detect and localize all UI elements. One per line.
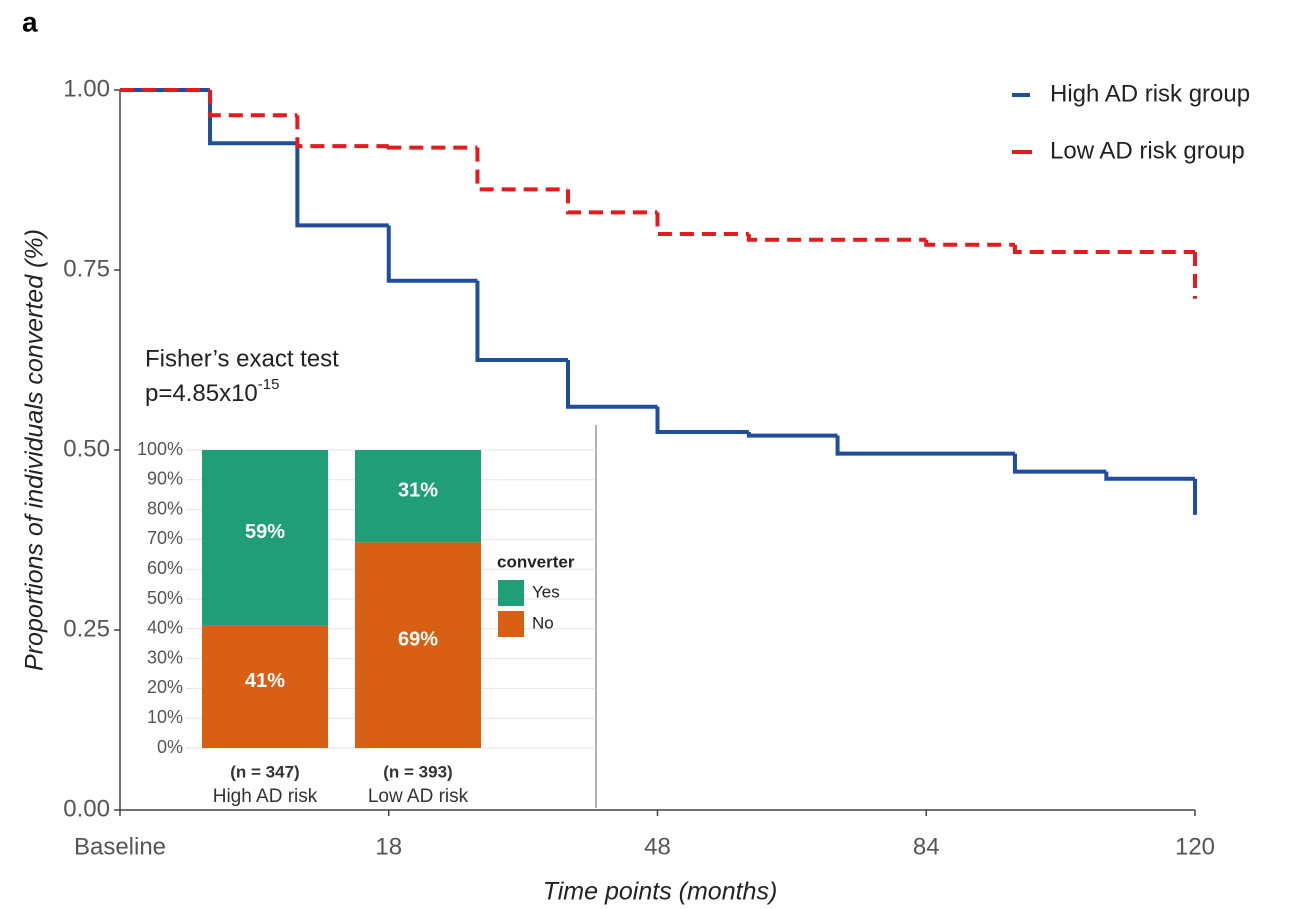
bar-segment (355, 542, 481, 748)
x-tick-label: 48 (644, 833, 671, 860)
y-axis-title: Proportions of individuals converted (%) (21, 229, 49, 671)
step-segment (655, 406, 749, 434)
step-segment (746, 234, 927, 242)
x-tick-label: 120 (1175, 833, 1215, 860)
step-segment (1104, 471, 1195, 481)
p-value: p=4.85x10-15 (145, 376, 279, 407)
x-tick-label: High AD risk (213, 786, 318, 807)
y-tick-label: 0.25 (63, 615, 110, 642)
y-tick-label: 0% (157, 737, 183, 757)
legend-swatch (498, 580, 524, 606)
legend-label: High AD risk group (1050, 80, 1250, 107)
y-tick-label: 50% (147, 588, 183, 608)
y-tick-label: 10% (147, 707, 183, 727)
step-segment (475, 280, 569, 362)
y-tick-label: 30% (147, 647, 183, 667)
step-segment (386, 225, 478, 283)
step-segment (1012, 244, 1195, 254)
legend-title: converter (497, 552, 575, 571)
step-segment (566, 189, 658, 215)
bar-segment (202, 625, 328, 748)
step-segment (386, 145, 478, 150)
bar-segment (355, 450, 481, 543)
y-tick-label: 0.50 (63, 435, 110, 462)
x-tick-count: (n = 347) (230, 762, 299, 781)
y-tick-label: 40% (147, 618, 183, 638)
step-segment (746, 432, 838, 438)
y-tick-label: 0.00 (63, 795, 110, 822)
y-tick-label: 80% (147, 498, 183, 518)
step-segment (924, 239, 1015, 247)
y-tick-label: 70% (147, 528, 183, 548)
x-axis-title: Time points (months) (543, 878, 778, 906)
legend-label: Yes (532, 582, 560, 601)
p-value-text: p=4.85x10 (145, 380, 258, 407)
x-tick-label: 18 (375, 833, 402, 860)
step-segment (566, 360, 658, 409)
legend-label: No (532, 613, 554, 632)
step-segment (208, 90, 298, 118)
y-tick-label: 0.75 (63, 255, 110, 282)
step-segment (835, 435, 1015, 456)
x-tick-label: Low AD risk (368, 786, 469, 807)
step-segment (208, 90, 298, 146)
y-tick-label: 90% (147, 469, 183, 489)
step-segment (1012, 453, 1107, 474)
y-tick-label: 60% (147, 558, 183, 578)
step-segment (655, 212, 749, 236)
bar-value-label: 41% (245, 670, 285, 692)
y-tick-label: 1.00 (63, 75, 110, 102)
step-segment (295, 143, 389, 228)
bar-value-label: 59% (245, 521, 285, 543)
x-tick-label: 84 (913, 833, 940, 860)
step-segment (475, 147, 569, 192)
annotation: Fisher’s exact test (145, 345, 339, 372)
legend-label: Low AD risk group (1050, 137, 1245, 164)
y-tick-label: 20% (147, 677, 183, 697)
y-tick-label: 100% (137, 439, 183, 459)
panel-label: a (22, 6, 38, 37)
step-segment (295, 115, 389, 149)
x-tick-label: Baseline (74, 833, 166, 860)
bar-value-label: 31% (398, 479, 438, 501)
bar-value-label: 69% (398, 628, 438, 650)
x-tick-count: (n = 393) (383, 762, 452, 781)
legend-swatch (498, 611, 524, 637)
p-value-exponent: -15 (258, 376, 280, 393)
bar-segment (202, 450, 328, 626)
